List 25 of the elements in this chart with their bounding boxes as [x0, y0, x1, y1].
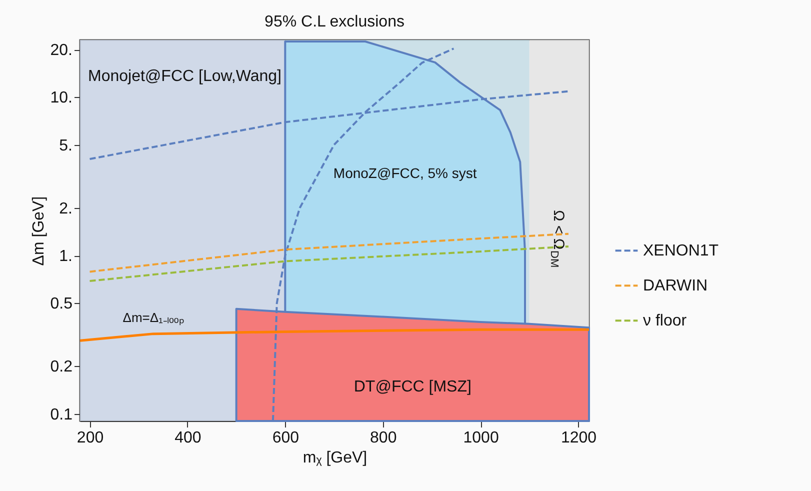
x-tick-label: 400	[174, 430, 202, 446]
series-label: DT@FCC [MSZ]	[354, 378, 472, 396]
x-tick-label: 1200	[560, 430, 597, 446]
y-tick-label: 5.	[59, 137, 72, 154]
chart-title: 95% C.L exclusions	[264, 13, 404, 30]
x-tick-label: 1000	[463, 430, 499, 446]
y-tick-label: 2.	[59, 200, 72, 218]
x-tick-label: 600	[272, 430, 300, 446]
band-label: Ω < ΩDM	[548, 210, 568, 268]
x-axis-title: mᵪ [GeV]	[302, 450, 368, 466]
x-tick-label: 800	[370, 430, 397, 446]
series-label: MonoZ@FCC, 5% syst	[333, 164, 477, 181]
y-tick-label: 10.	[50, 90, 72, 107]
y-tick-label: 0.2	[50, 358, 73, 376]
y-axis-title: Δm [GeV]	[30, 196, 48, 266]
legend-label: DARWIN	[643, 278, 708, 295]
y-tick-label: 1.	[59, 248, 72, 265]
series-label: Δm=Δ₁₋ₗₒₒₚ	[122, 310, 184, 326]
y-tick-label: 20.	[50, 42, 72, 60]
band-label: Monojet@FCC [Low,Wang]	[88, 68, 282, 85]
legend-label: ν floor	[643, 312, 688, 330]
legend-label: XENON1T	[643, 242, 719, 260]
x-tick-label: 200	[76, 430, 104, 446]
y-tick-label: 0.5	[50, 296, 73, 313]
y-tick-label: 0.1	[50, 406, 73, 424]
